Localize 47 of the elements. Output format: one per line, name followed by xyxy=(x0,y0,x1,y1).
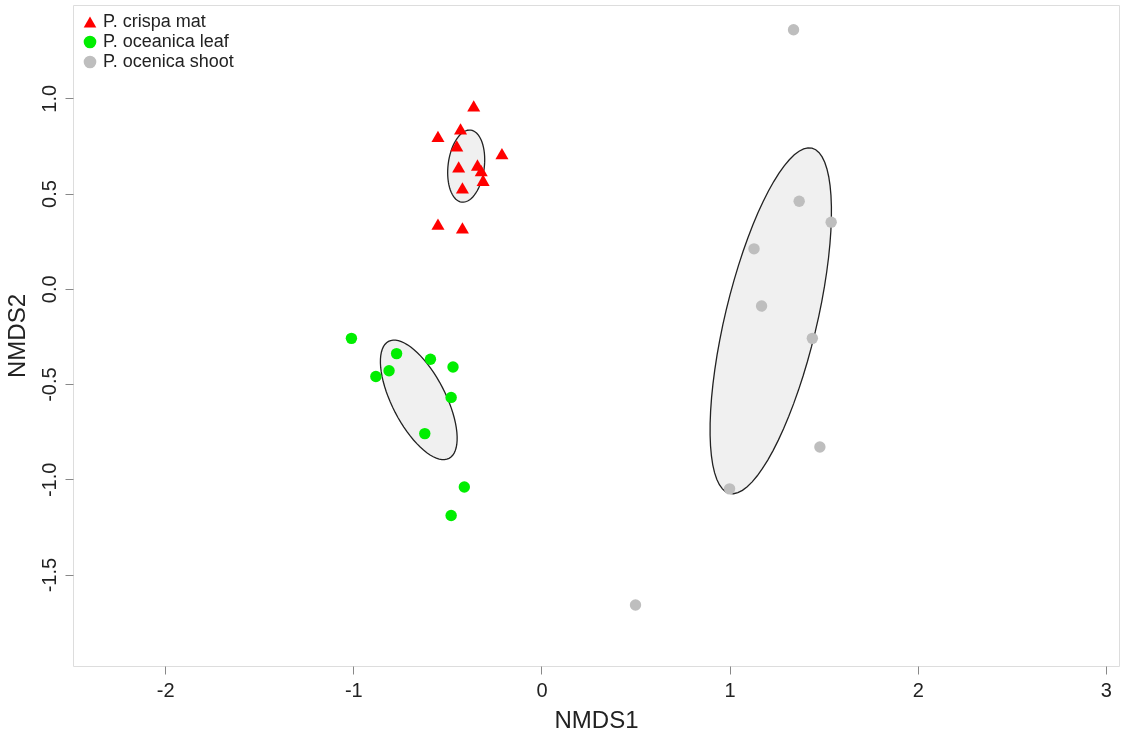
point xyxy=(825,216,837,228)
x-tick-label: -2 xyxy=(156,678,175,701)
point xyxy=(345,332,358,345)
y-tick-label: -0.5 xyxy=(37,367,60,402)
point xyxy=(390,347,403,360)
y-tick-label: 0.0 xyxy=(37,275,60,304)
y-tick-label: -1.5 xyxy=(37,557,60,593)
point xyxy=(806,332,819,345)
x-axis-title: NMDS1 xyxy=(554,705,639,733)
point xyxy=(424,353,437,365)
x-tick-label: -1 xyxy=(344,678,363,701)
point xyxy=(454,123,468,135)
point xyxy=(495,147,509,160)
point xyxy=(370,370,382,383)
y-tick-label: 0.5 xyxy=(37,180,60,208)
x-tick-label: 3 xyxy=(1100,678,1112,701)
y-tick-label: 1.0 xyxy=(37,84,60,113)
legend-label: P. ocenica shoot xyxy=(103,51,234,71)
point xyxy=(474,165,488,177)
point xyxy=(431,218,445,230)
x-tick-label: 0 xyxy=(536,678,548,701)
point xyxy=(723,483,736,495)
point xyxy=(458,481,471,493)
point xyxy=(793,195,805,207)
point xyxy=(431,130,445,143)
point xyxy=(787,24,800,36)
point xyxy=(452,161,466,173)
point xyxy=(419,427,431,440)
point xyxy=(476,174,490,186)
x-tick-label: 1 xyxy=(724,678,736,701)
point xyxy=(447,361,459,373)
point xyxy=(467,100,481,112)
point xyxy=(455,222,469,234)
point xyxy=(445,391,457,404)
x-tick-label: 2 xyxy=(912,678,924,701)
point xyxy=(755,300,768,312)
y-tick-label: -1.0 xyxy=(37,462,60,498)
point xyxy=(383,365,395,377)
point xyxy=(450,140,464,152)
legend-label: P. oceanica leaf xyxy=(103,31,230,51)
point xyxy=(748,243,760,255)
point xyxy=(455,182,469,194)
point xyxy=(445,509,457,522)
point xyxy=(629,599,642,611)
legend-label: P. crispa mat xyxy=(103,11,206,31)
point xyxy=(814,441,826,453)
y-axis-title: NMDS2 xyxy=(2,293,30,379)
